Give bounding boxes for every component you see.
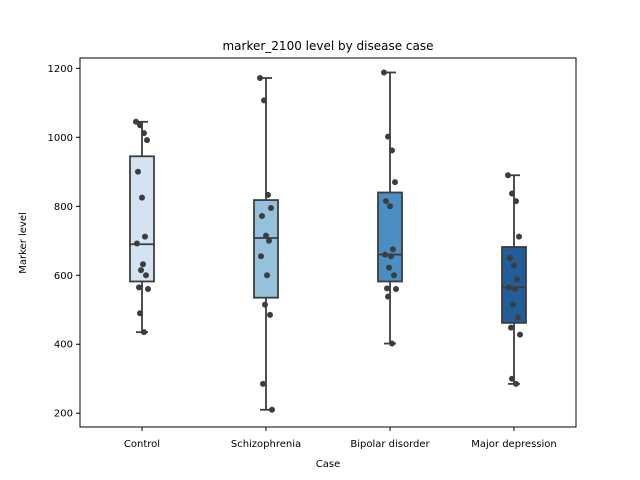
data-point xyxy=(138,267,144,274)
data-point xyxy=(517,331,523,338)
data-point xyxy=(389,147,395,154)
data-point xyxy=(269,406,275,413)
data-point xyxy=(257,75,263,82)
y-axis-title: Marker level xyxy=(18,212,29,274)
data-point xyxy=(268,205,274,212)
plot-area xyxy=(129,69,527,413)
data-point xyxy=(507,255,513,262)
x-axis: Control Schizophrenia Bipolar disorder Majo… xyxy=(124,427,557,450)
data-point xyxy=(392,179,398,186)
data-point xyxy=(137,122,143,129)
y-tick-label: 1000 xyxy=(48,133,73,144)
data-point xyxy=(382,251,388,258)
data-point xyxy=(263,232,269,239)
box-1 xyxy=(129,120,155,334)
y-tick-label: 800 xyxy=(54,202,73,213)
data-point xyxy=(384,285,390,292)
box-2 xyxy=(253,77,279,411)
data-point xyxy=(515,314,521,321)
iqr-box xyxy=(129,155,155,283)
chart-title: marker_2100 level by disease case xyxy=(222,39,433,53)
data-point xyxy=(144,137,150,144)
data-point xyxy=(509,375,515,382)
data-point xyxy=(141,329,147,336)
data-point xyxy=(264,272,270,279)
data-point xyxy=(143,272,149,279)
y-tick-label: 200 xyxy=(54,409,73,420)
data-point xyxy=(388,253,394,260)
x-axis-title: Case xyxy=(316,459,340,470)
data-point xyxy=(511,262,517,269)
iqr-box xyxy=(253,199,279,299)
data-point xyxy=(508,324,514,331)
y-tick-label: 600 xyxy=(54,271,73,282)
data-point xyxy=(262,301,268,308)
strip-points-3 xyxy=(381,69,399,347)
data-point xyxy=(516,233,522,240)
y-axis: 200 400 600 800 1000 1200 xyxy=(48,64,80,420)
y-tick-label: 1200 xyxy=(48,64,73,75)
data-point xyxy=(512,286,518,293)
data-point xyxy=(510,301,516,308)
data-point xyxy=(142,233,148,240)
data-point xyxy=(133,118,139,125)
data-point xyxy=(509,190,515,197)
y-tick-label: 400 xyxy=(54,340,73,351)
x-tick-label: Schizophrenia xyxy=(231,439,301,450)
data-point xyxy=(258,253,264,260)
data-point xyxy=(385,133,391,140)
data-point xyxy=(513,380,519,387)
data-point xyxy=(266,237,272,244)
data-point xyxy=(514,276,520,283)
strip-points-4 xyxy=(505,172,523,387)
data-point xyxy=(135,168,141,175)
data-point xyxy=(137,310,143,317)
data-point xyxy=(140,261,146,268)
data-point xyxy=(386,264,392,271)
data-point xyxy=(513,198,519,205)
data-point xyxy=(383,198,389,205)
data-point xyxy=(393,286,399,293)
data-point xyxy=(260,380,266,387)
plot-frame xyxy=(79,57,577,428)
iqr-box xyxy=(501,246,527,324)
data-point xyxy=(391,272,397,279)
data-point xyxy=(259,212,265,219)
data-point xyxy=(381,69,387,76)
data-point xyxy=(136,284,142,291)
data-point xyxy=(261,97,267,104)
data-point xyxy=(141,130,147,137)
strip-points-1 xyxy=(133,118,151,336)
x-tick-label: Major depression xyxy=(471,439,557,450)
strip-points-2 xyxy=(257,75,275,413)
data-point xyxy=(387,203,393,210)
data-point xyxy=(389,340,395,347)
data-point xyxy=(506,284,512,291)
data-point xyxy=(265,191,271,198)
x-tick-label: Bipolar disorder xyxy=(350,439,430,450)
data-point xyxy=(390,246,396,253)
data-point xyxy=(134,240,140,247)
data-point xyxy=(139,194,145,201)
data-point xyxy=(385,293,391,300)
box-4 xyxy=(501,174,527,385)
data-point xyxy=(505,172,511,179)
data-point xyxy=(145,286,151,293)
data-point xyxy=(267,311,273,318)
x-tick-label: Control xyxy=(124,439,160,450)
